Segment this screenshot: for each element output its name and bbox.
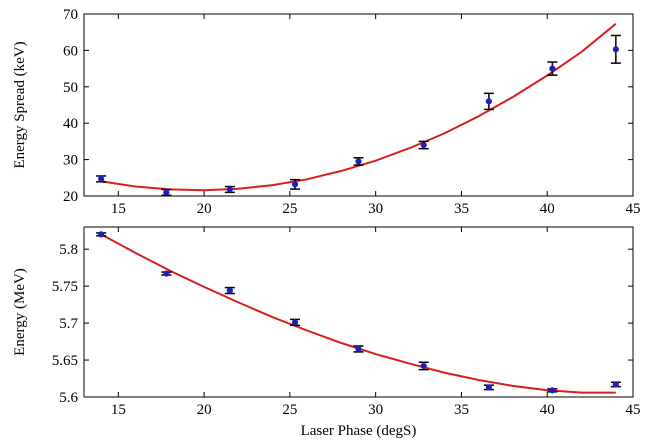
y-tick-label: 5.7 (59, 316, 78, 332)
data-point (163, 270, 170, 277)
data-point (98, 231, 105, 238)
data-point (549, 65, 556, 72)
x-tick-label: 15 (111, 201, 126, 217)
x-tick-label: 30 (368, 402, 383, 418)
x-tick-label: 40 (540, 402, 555, 418)
x-tick-label: 35 (454, 201, 469, 217)
x-tick-label: 40 (540, 201, 555, 217)
y-tick-label: 70 (63, 7, 78, 23)
y-tick-label: 5.6 (59, 390, 78, 406)
data-point (612, 381, 619, 388)
x-tick-label: 15 (111, 402, 126, 418)
y-tick-label: 60 (63, 43, 78, 59)
x-tick-label: 45 (626, 402, 641, 418)
data-point (549, 387, 556, 394)
fit-curve (100, 233, 616, 394)
x-tick-label: 45 (626, 201, 641, 217)
plot-frame (83, 226, 634, 398)
data-point (98, 175, 105, 182)
y-axis-label: Energy Spread (keV) (12, 41, 28, 168)
x-tick-label: 35 (454, 402, 469, 418)
data-point (420, 141, 427, 149)
plot-frame (83, 13, 634, 197)
data-point (420, 362, 427, 370)
y-tick-label: 50 (63, 80, 78, 96)
x-tick-label: 25 (282, 201, 297, 217)
data-point (355, 345, 362, 353)
x-tick-label: 25 (282, 402, 297, 418)
data-point (485, 384, 492, 391)
x-tick-label: 20 (197, 402, 212, 418)
data-point (291, 319, 299, 326)
energy-spread-panel: 15 20 25 30 35 40 45 20 30 40 50 60 70 Energy Spread … (12, 7, 641, 217)
y-tick-label: 5.8 (59, 242, 78, 258)
data-point (355, 158, 362, 165)
x-tick-label: 30 (368, 201, 383, 217)
y-axis-label: Energy (MeV) (12, 268, 28, 356)
y-tick-label: 20 (63, 189, 78, 205)
data-point (226, 287, 233, 294)
y-tick-label: 30 (63, 153, 78, 169)
data-point (291, 181, 299, 188)
data-point (485, 98, 492, 105)
y-tick-label: 5.75 (52, 279, 78, 295)
y-tick-label: 40 (63, 116, 78, 132)
energy-panel: 15 20 25 30 35 40 45 5.6 5.65 5.7 5.75 5.8 Energy (M… (12, 226, 641, 439)
data-point (163, 189, 170, 196)
data-point (612, 46, 619, 53)
x-tick-label: 20 (197, 201, 212, 217)
x-axis-label: Laser Phase (degS) (301, 423, 417, 439)
y-tick-label: 5.65 (52, 353, 78, 369)
data-point (226, 186, 233, 193)
